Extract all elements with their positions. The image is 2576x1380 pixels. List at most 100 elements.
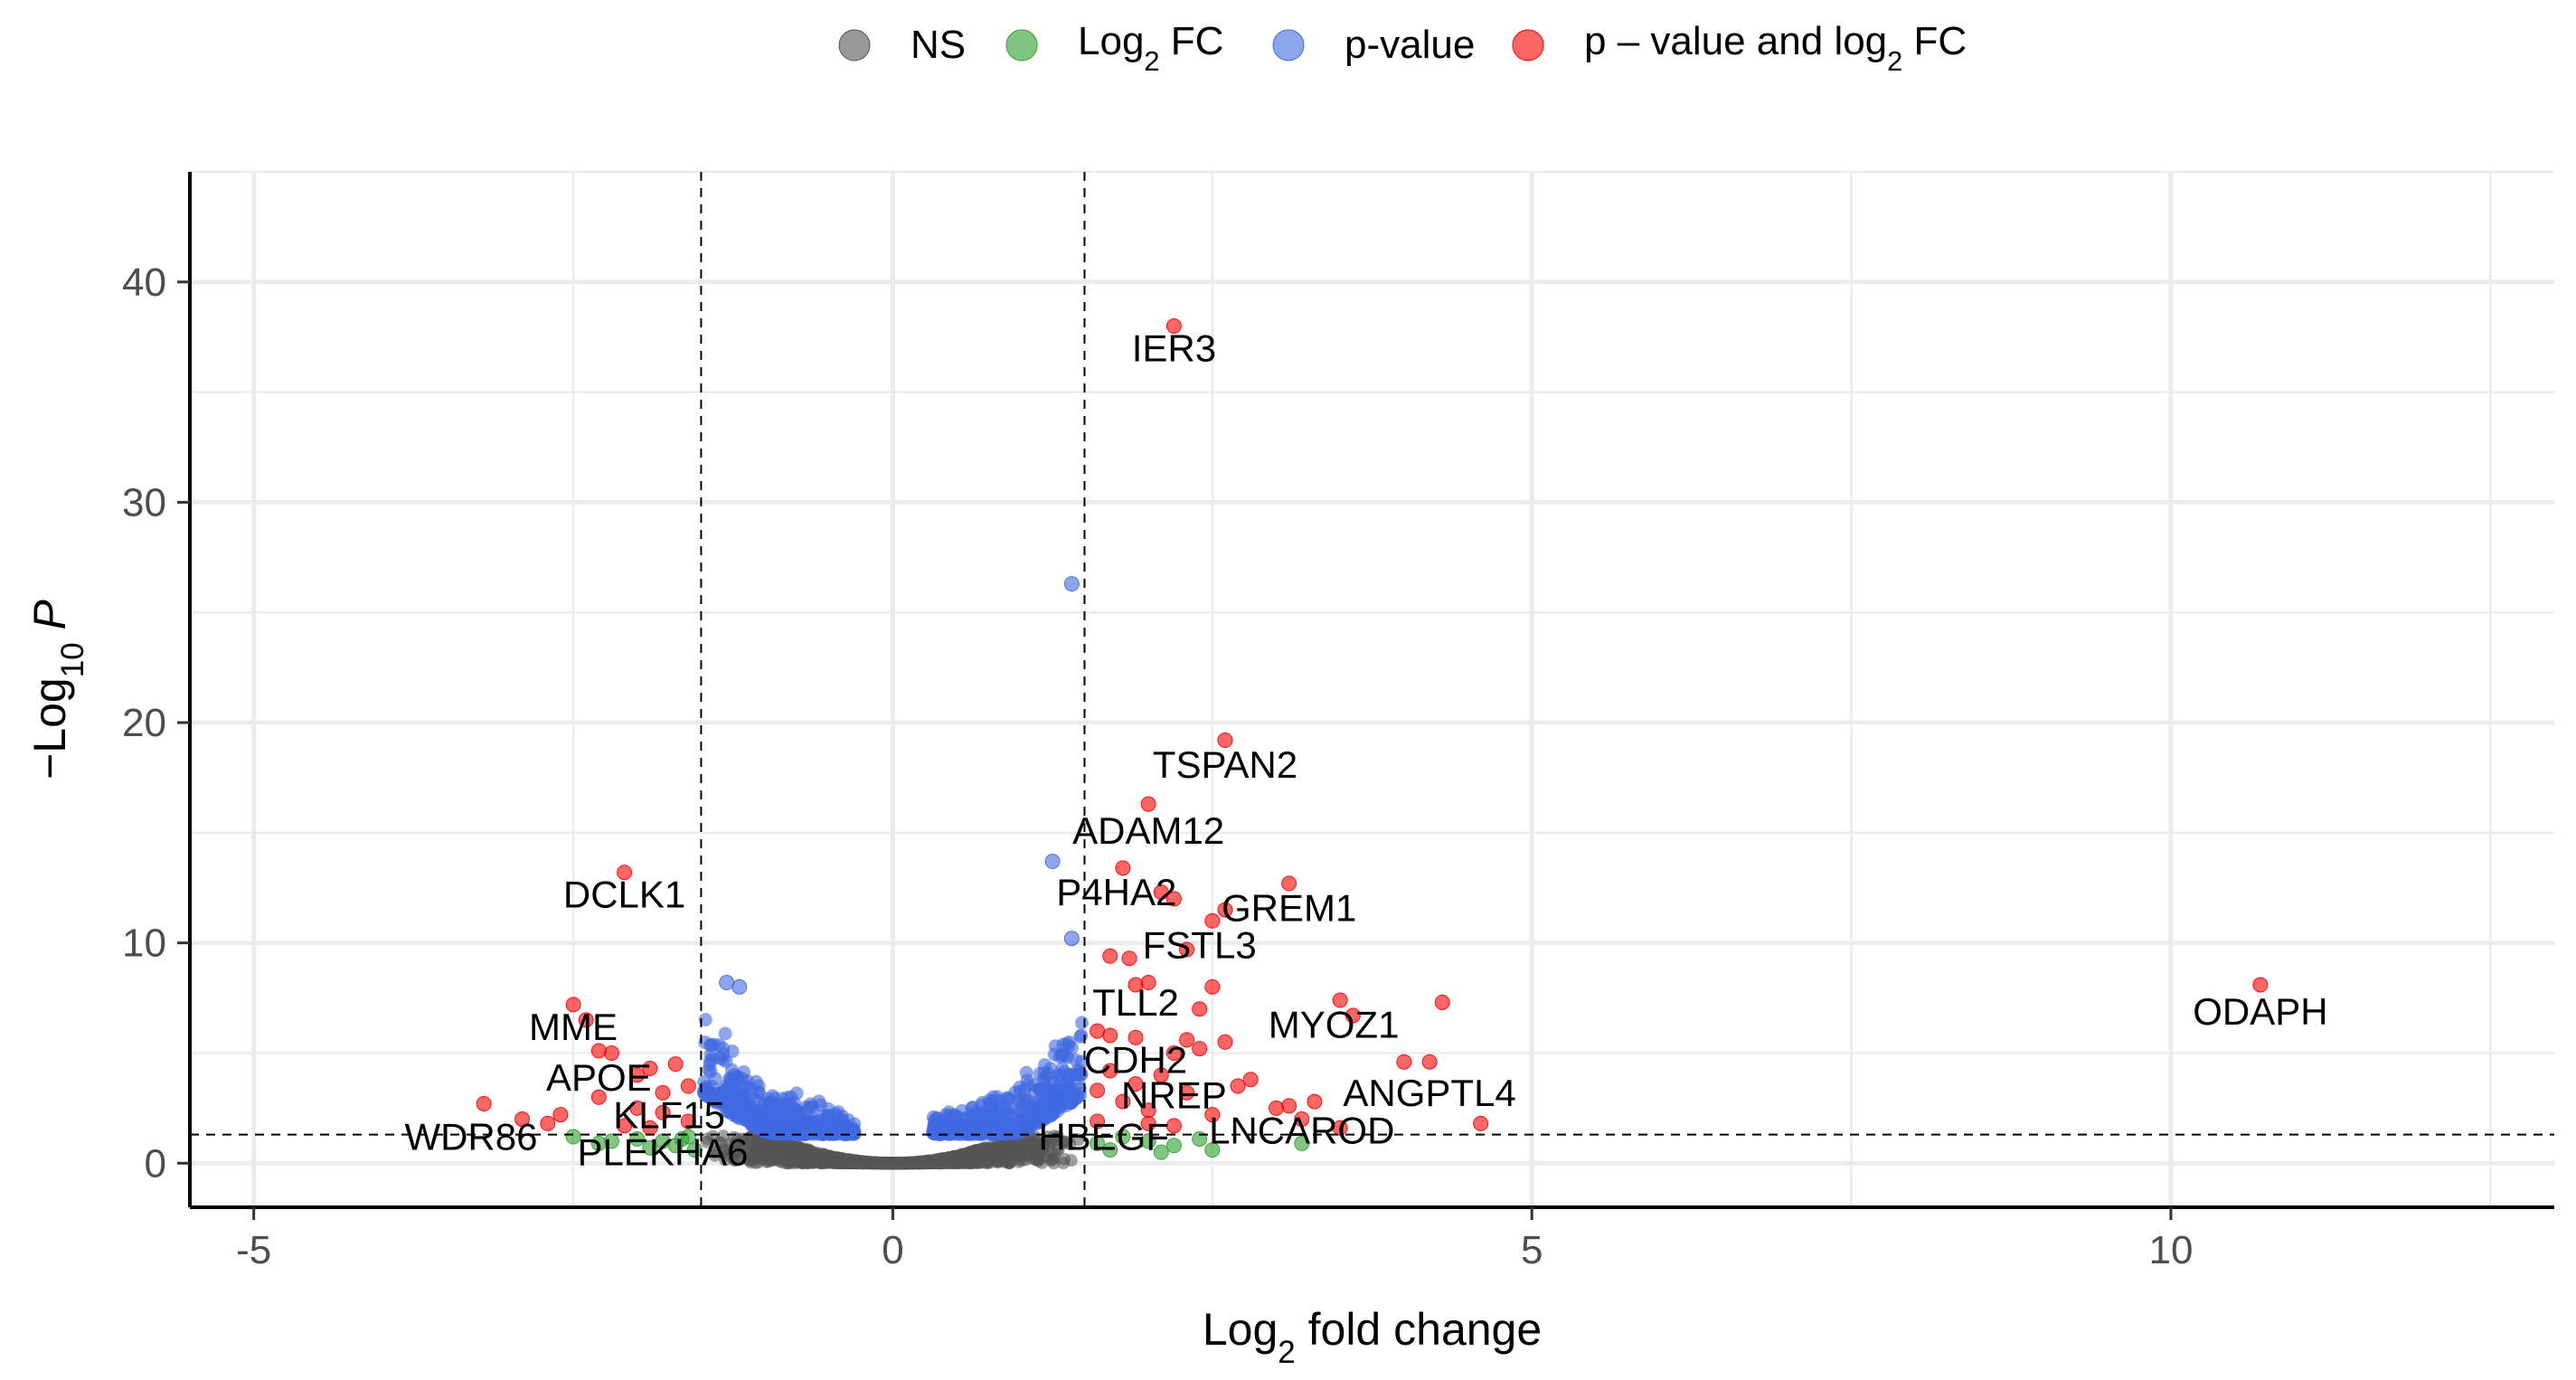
p-value-point (1072, 1082, 1087, 1096)
ns-point (735, 1135, 749, 1148)
p-value-point (821, 1111, 835, 1125)
p-value-point (1052, 1050, 1067, 1064)
ns-point (1029, 1134, 1043, 1148)
both-point (1128, 977, 1144, 993)
y-axis-title: −Log10 P (24, 599, 90, 779)
both-point (1192, 1041, 1208, 1057)
ns-point-cloud (697, 1013, 1090, 1170)
legend-label-fc-sub: 2 (1144, 45, 1159, 77)
x-axis-title-base: Log (1203, 1304, 1278, 1355)
both-point (655, 1084, 671, 1101)
ns-point (727, 1145, 741, 1158)
p-value-point (815, 1125, 829, 1139)
both-point (1140, 796, 1156, 812)
both-point (1204, 978, 1221, 995)
grid-lines (190, 170, 2554, 1207)
gene-label: ODAPH (2193, 990, 2327, 1033)
p-value-point (1075, 1016, 1090, 1030)
both-point (1242, 1072, 1259, 1088)
y-tick-label: 10 (122, 922, 166, 966)
p-value-point (723, 1074, 738, 1089)
both-point (1115, 1093, 1131, 1110)
ns-point (755, 1147, 769, 1160)
both-point (1102, 948, 1118, 964)
ns-point (823, 1156, 836, 1169)
ns-point (873, 1157, 887, 1170)
both-point (1434, 994, 1450, 1010)
fc-point (1140, 1133, 1156, 1149)
cutoff-lines (190, 172, 2554, 1207)
both-point (655, 1104, 671, 1120)
p-value-point (831, 1105, 845, 1120)
ns-point (800, 1152, 814, 1166)
p-value-point (1035, 1082, 1050, 1097)
ns-point (926, 1154, 939, 1167)
p-value-point (703, 1054, 717, 1068)
both-point (1090, 1113, 1106, 1130)
both-point (552, 1107, 569, 1123)
gene-label: ADAM12 (1072, 809, 1224, 852)
fc-point (603, 1133, 619, 1149)
both-point (578, 1012, 594, 1028)
both-point (1217, 1034, 1233, 1050)
p-value-point (713, 1086, 728, 1101)
p-point (1063, 576, 1080, 592)
both-point (1140, 1115, 1156, 1131)
gene-label: IER3 (1132, 327, 1216, 370)
p-value-point (698, 1013, 712, 1027)
legend: NS Log2 FC p-value p – value and log2 FC (838, 19, 1967, 77)
p-value-point (720, 1103, 734, 1118)
both-point (1307, 1093, 1323, 1110)
p-value-point (975, 1112, 989, 1127)
both-point (1121, 950, 1137, 967)
both-point (603, 1044, 619, 1061)
ns-point (748, 1138, 761, 1151)
y-tick-label: 40 (122, 260, 166, 305)
both-point (1102, 1027, 1118, 1044)
x-tick-label: -5 (236, 1228, 271, 1272)
ns-point (810, 1152, 824, 1166)
y-tick-label: 20 (122, 701, 166, 745)
gene-label: NREP (1121, 1073, 1227, 1116)
x-axis-title-rest: fold change (1296, 1304, 1542, 1355)
both-point (1102, 1063, 1118, 1079)
both-point (1179, 941, 1195, 958)
ns-point (889, 1157, 902, 1170)
both-point (1192, 1001, 1208, 1017)
both-point (1473, 1115, 1489, 1131)
p-value-point (804, 1100, 818, 1114)
gene-label: GREM1 (1222, 886, 1356, 929)
legend-key-ns (838, 29, 871, 61)
fc-point (1165, 1138, 1182, 1154)
p-value-point (712, 1038, 726, 1053)
ns-point (1004, 1151, 1017, 1165)
ns-point (971, 1155, 985, 1168)
legend-label-fc-rest: FC (1160, 19, 1224, 63)
gene-label: P4HA2 (1056, 871, 1176, 913)
both-point (629, 1100, 646, 1116)
p-value-point (939, 1108, 953, 1122)
p-value-point (1037, 1065, 1052, 1080)
x-axis-title: Log2 fold change (1203, 1304, 1542, 1370)
gene-label: TSPAN2 (1153, 743, 1297, 786)
ns-point (1058, 1152, 1071, 1166)
both-point (667, 1056, 684, 1073)
ns-point (784, 1144, 797, 1158)
legend-key-fc (1005, 29, 1038, 61)
both-point (1165, 1044, 1182, 1061)
legend-label-fc: Log2 FC (1078, 19, 1223, 77)
both-point (1332, 992, 1348, 1008)
ns-point (1051, 1143, 1064, 1157)
both-point (476, 1096, 492, 1111)
y-tick-label: 0 (145, 1141, 166, 1186)
both-point (680, 1113, 696, 1130)
p-point (1044, 854, 1061, 870)
ns-point (714, 1136, 728, 1149)
p-value-point (728, 1094, 742, 1109)
p-value-point (988, 1125, 1003, 1139)
x-tick-label: 0 (882, 1228, 903, 1272)
both-point (1217, 733, 1233, 749)
